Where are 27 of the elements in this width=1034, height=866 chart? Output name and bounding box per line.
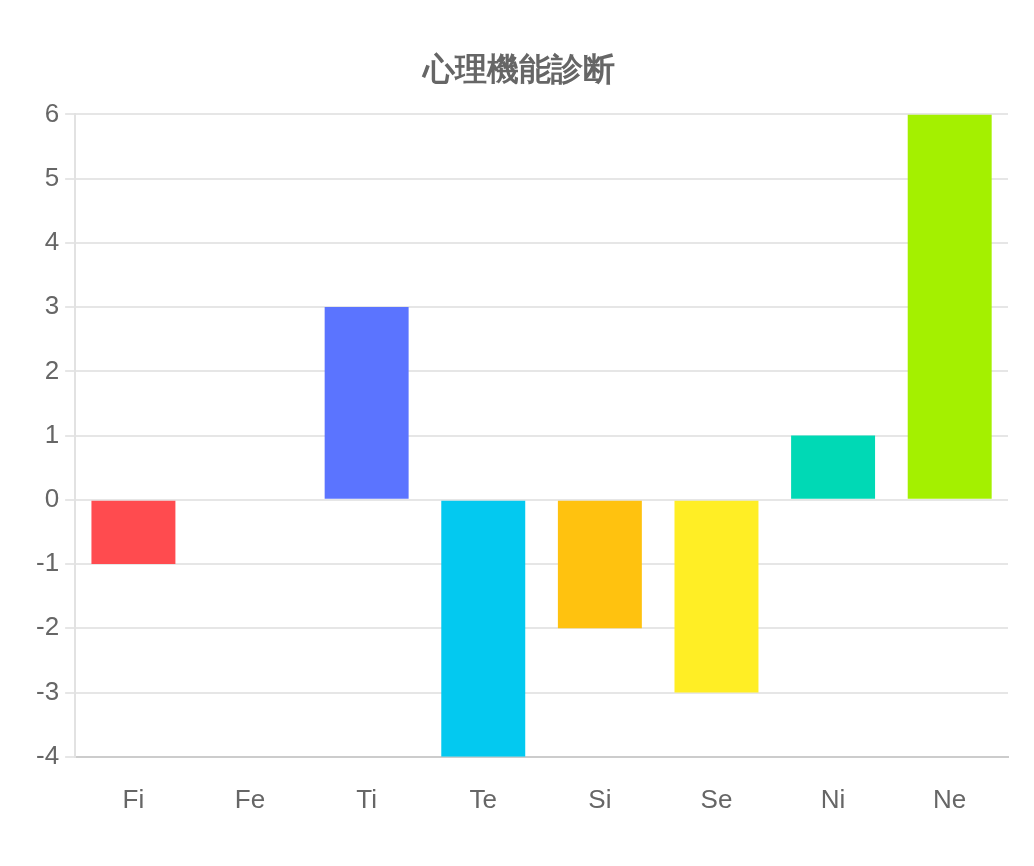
y-tick-label: -2	[35, 611, 60, 642]
y-tick-label: -1	[35, 547, 60, 578]
y-tick-label: 4	[44, 226, 60, 257]
x-tick-label: Te	[469, 783, 497, 814]
bar	[324, 307, 409, 499]
y-tick-label: 2	[44, 354, 60, 385]
x-tick-label: Si	[588, 783, 612, 814]
bar	[907, 114, 992, 499]
bar	[91, 500, 176, 565]
chart-title: 心理機能診断	[421, 51, 615, 88]
x-tick-label: Ni	[820, 783, 846, 814]
x-tick-label: Fi	[122, 783, 145, 814]
x-tick-label: Ti	[356, 783, 377, 814]
x-tick-label: Fe	[234, 783, 266, 814]
y-tick-label: 1	[44, 418, 60, 449]
y-tick-label: 0	[44, 483, 60, 514]
x-tick-label: Ne	[933, 783, 967, 814]
y-tick-label: -3	[35, 675, 60, 706]
y-tick-label: 3	[44, 290, 60, 321]
x-tick-label: Se	[700, 783, 733, 814]
bar	[441, 500, 526, 757]
bar	[557, 500, 642, 629]
y-tick-label: -4	[35, 739, 60, 770]
bar	[674, 500, 759, 693]
y-tick-label: 6	[44, 97, 60, 128]
bar	[791, 435, 876, 499]
y-tick-label: 5	[44, 161, 60, 192]
